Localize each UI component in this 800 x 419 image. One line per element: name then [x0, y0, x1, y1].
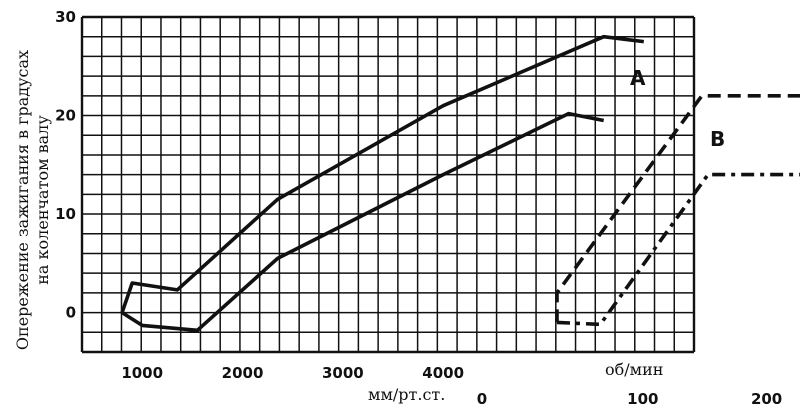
- vacuum-advance-dashdot-line: [556, 172, 800, 327]
- vacuum-advance-dashed-line: [555, 94, 800, 323]
- rpm-tick-label: 4000: [422, 364, 464, 382]
- vacuum-unit-label: мм/рт.ст.: [368, 385, 445, 404]
- vacuum-tick-label: 200: [751, 390, 782, 408]
- y-axis-title-line1: Опережение зажигания в градусах: [13, 50, 32, 350]
- y-tick-label: 10: [55, 205, 76, 223]
- curve-b-line: [121, 111, 605, 333]
- chart-ticks: 302010010002000300040000100200300: [55, 8, 782, 408]
- rpm-unit-label: об/мин: [605, 360, 663, 379]
- curve-label-a: A: [630, 66, 646, 90]
- curve-a-line: [120, 34, 645, 314]
- rpm-tick-label: 2000: [222, 364, 264, 382]
- y-tick-label: 20: [55, 107, 76, 125]
- y-axis-title: Опережение зажигания в градусах на колен…: [13, 50, 52, 350]
- rpm-tick-label: 1000: [121, 364, 163, 382]
- y-axis-title-line2: на коленчатом валу: [33, 115, 52, 285]
- vacuum-tick-label: 0: [477, 390, 487, 408]
- y-tick-label: 30: [55, 8, 76, 26]
- curve-label-b: B: [710, 127, 725, 151]
- vacuum-tick-label: 100: [627, 390, 658, 408]
- chart-grid: [80, 15, 696, 354]
- y-tick-label: 0: [66, 304, 76, 322]
- chart-curves: [120, 34, 800, 333]
- rpm-tick-label: 3000: [322, 364, 364, 382]
